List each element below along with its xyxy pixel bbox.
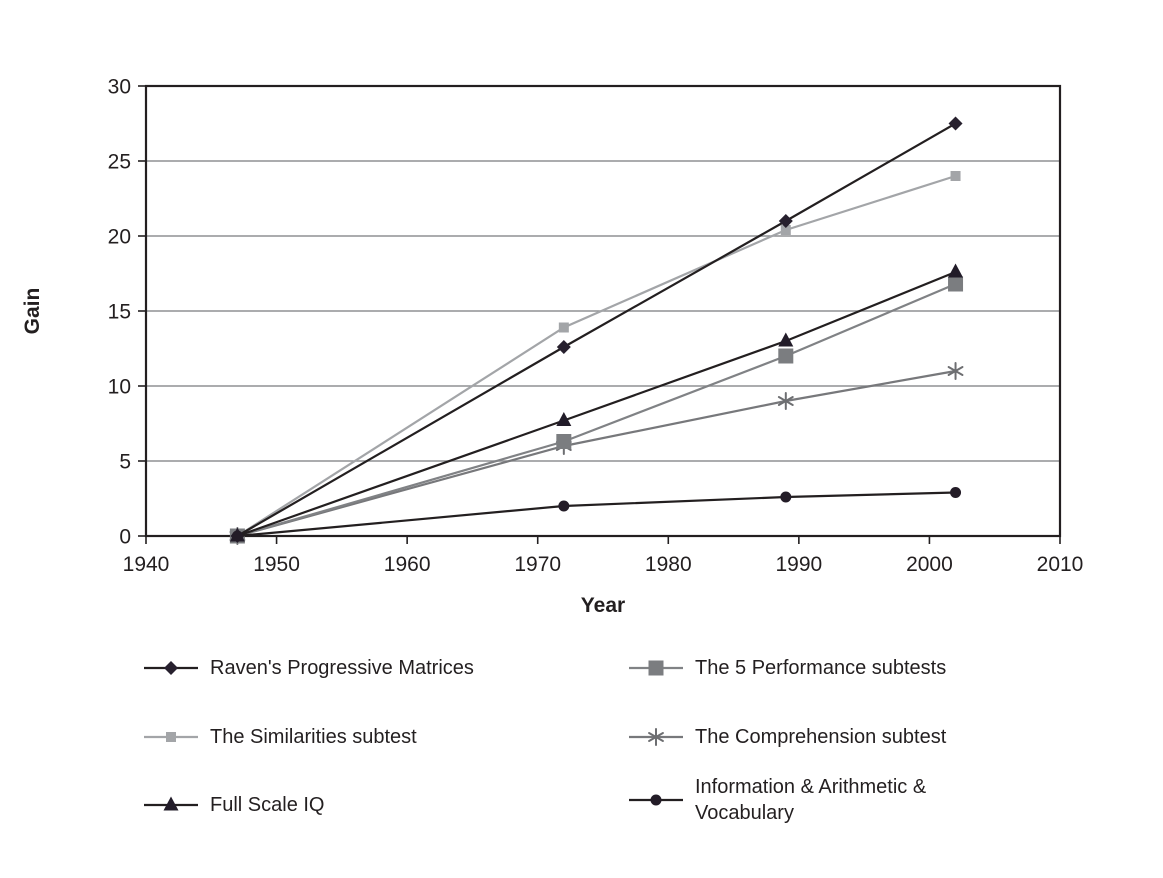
legend-item-full-scale-iq: Full Scale IQ <box>143 792 324 818</box>
x-tick-label-1990: 1990 <box>775 553 822 576</box>
y-tick-label-30: 30 <box>108 76 131 99</box>
legend-swatch-ravens-progressive-matrices <box>144 661 198 675</box>
series-line-five-performance-subtests <box>237 282 956 538</box>
marker-similarities-subtest <box>558 322 569 333</box>
marker-information-arithmetic-vocabulary <box>950 487 962 498</box>
marker-ravens-progressive-matrices <box>556 340 571 354</box>
legend-swatch-five-performance-subtests <box>629 660 683 676</box>
x-tick-label-1970: 1970 <box>514 553 561 576</box>
series-line-ravens-progressive-matrices <box>236 122 957 537</box>
legend-item-similarities-subtest: The Similarities subtest <box>143 724 417 750</box>
x-tick-label-1940: 1940 <box>123 553 170 576</box>
x-tick-label-2000: 2000 <box>906 553 953 576</box>
series-line-comprehension-subtest <box>237 369 956 538</box>
x-tick-label-1950: 1950 <box>253 553 300 576</box>
x-axis-title: Year <box>581 594 625 617</box>
x-tick-label-2010: 2010 <box>1037 553 1084 576</box>
marker-information-arithmetic-vocabulary <box>558 500 570 512</box>
y-axis-title: Gain <box>21 288 44 335</box>
legend-swatch-full-scale-iq <box>144 796 198 811</box>
marker-full-scale-iq-legend <box>163 796 179 811</box>
marker-five-performance-subtests <box>948 276 964 292</box>
marker-comprehension-subtest <box>947 362 964 380</box>
x-tick-label-1960: 1960 <box>384 553 431 576</box>
marker-full-scale-iq <box>556 412 572 426</box>
legend-label-five-performance-subtests: The 5 Performance subtests <box>695 657 947 679</box>
y-tick-label-10: 10 <box>108 376 131 399</box>
marker-information-arithmetic-vocabulary <box>231 530 243 542</box>
legend-swatch-similarities-subtest <box>144 732 198 742</box>
legend-label-full-scale-iq: Full Scale IQ <box>210 794 325 816</box>
legend-label-information-arithmetic-vocabulary: Information & Arithmetic & Vocabulary <box>695 774 965 826</box>
legend-label-line-1: Information & Arithmetic & <box>695 776 927 798</box>
y-tick-label-20: 20 <box>108 226 131 249</box>
legend-swatch-comprehension-subtest <box>629 728 683 746</box>
x-tick-label-1980: 1980 <box>645 553 692 576</box>
marker-full-scale-iq <box>948 263 964 278</box>
marker-ravens-progressive-matrices <box>948 116 963 131</box>
legend-label-similarities-subtest: The Similarities subtest <box>210 726 417 748</box>
marker-information-arithmetic-vocabulary <box>780 491 792 503</box>
marker-comprehension-subtest <box>777 392 794 410</box>
marker-five-performance-subtests-legend <box>648 660 664 676</box>
series-line-similarities-subtest <box>236 174 956 537</box>
marker-five-performance-subtests <box>556 434 572 449</box>
y-tick-label-15: 15 <box>108 301 131 324</box>
marker-five-performance-subtests <box>778 348 794 364</box>
legend-label-comprehension-subtest: The Comprehension subtest <box>695 726 947 748</box>
legend-item-ravens-progressive-matrices: Raven's Progressive Matrices <box>143 655 474 681</box>
marker-similarities-subtest <box>780 225 791 235</box>
legend-swatch-information-arithmetic-vocabulary <box>629 794 683 806</box>
y-tick-label-25: 25 <box>108 151 131 174</box>
series-line-full-scale-iq <box>237 270 956 538</box>
legend-label-line-2: Vocabulary <box>695 802 794 824</box>
marker-comprehension-subtest-legend <box>648 728 664 746</box>
series-line-information-arithmetic-vocabulary <box>237 491 956 538</box>
marker-information-arithmetic-vocabulary-legend <box>650 794 662 806</box>
y-tick-label-0: 0 <box>119 526 131 549</box>
y-tick-label-5: 5 <box>119 451 131 474</box>
marker-similarities-subtest-legend <box>166 732 176 742</box>
legend-item-comprehension-subtest: The Comprehension subtest <box>628 724 946 750</box>
chart-canvas: Year Gain 1940 1950 1960 1970 1980 1990 2000 20… <box>21 76 1084 618</box>
legend-label-ravens-progressive-matrices: Raven's Progressive Matrices <box>210 657 474 679</box>
marker-full-scale-iq <box>778 332 794 347</box>
legend-item-five-performance-subtests: The 5 Performance subtests <box>628 655 946 681</box>
marker-ravens-progressive-matrices-legend <box>164 661 178 675</box>
marker-ravens-progressive-matrices <box>778 214 793 228</box>
marker-similarities-subtest <box>950 171 961 181</box>
legend-item-information-arithmetic-vocabulary: Information & Arithmetic & Vocabulary <box>628 774 965 826</box>
